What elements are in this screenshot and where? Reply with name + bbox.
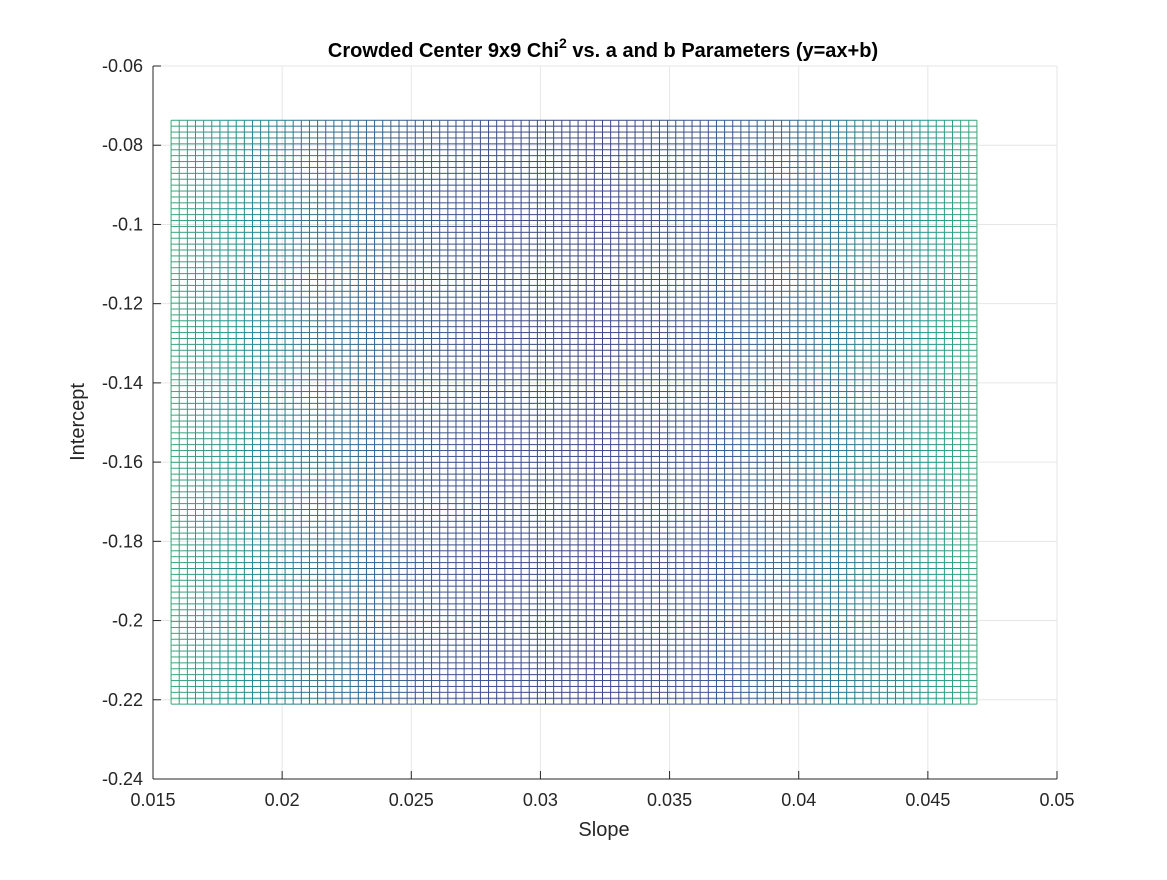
figure-background — [0, 0, 1167, 875]
